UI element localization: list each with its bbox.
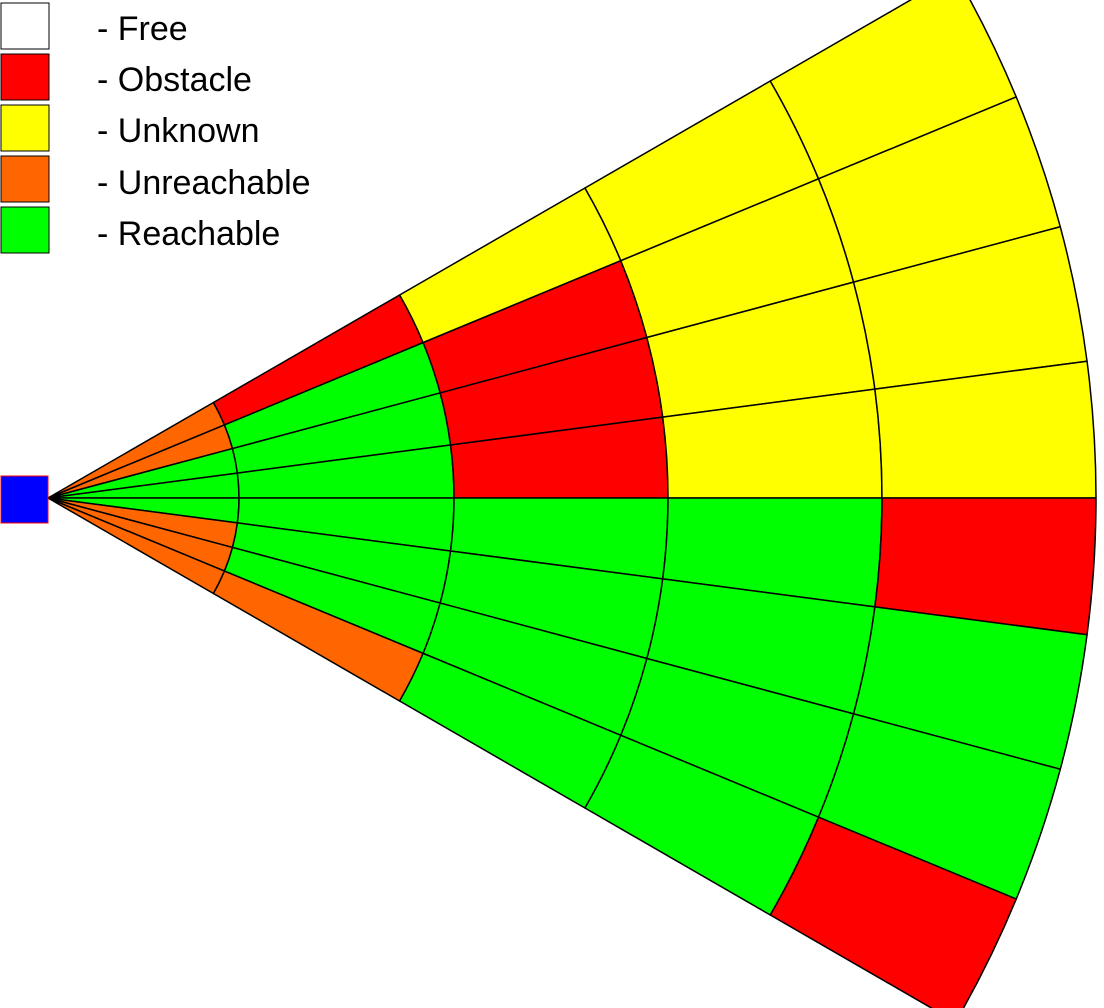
legend-swatch-reachable (1, 207, 49, 253)
legend-item-reachable: - Reachable (1, 207, 280, 253)
legend-swatch-unreachable (1, 156, 49, 202)
legend-label-reachable: - Reachable (97, 215, 280, 253)
polar-grid (48, 0, 1096, 1008)
legend-item-free: - Free (1, 3, 188, 49)
legend-label-obstacle: - Obstacle (97, 61, 252, 99)
legend-label-unknown: - Unknown (97, 112, 260, 150)
sensor-marker (1, 476, 48, 523)
legend-swatch-unknown (1, 105, 49, 151)
legend-item-unreachable: - Unreachable (1, 156, 311, 202)
legend-swatch-free (1, 3, 49, 49)
legend-item-unknown: - Unknown (1, 105, 260, 151)
legend-label-unreachable: - Unreachable (97, 164, 311, 202)
legend-label-free: - Free (97, 10, 188, 48)
legend-item-obstacle: - Obstacle (1, 54, 252, 100)
legend: - Free - Obstacle - Unknown - Unreachabl… (1, 3, 311, 253)
legend-swatch-obstacle (1, 54, 49, 100)
